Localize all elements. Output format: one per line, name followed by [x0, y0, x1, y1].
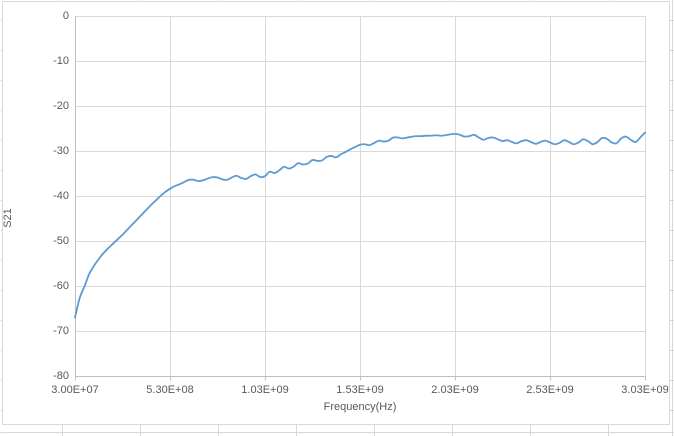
x-tick-label: 5.30E+08	[146, 384, 194, 396]
x-tick-label: 3.03E+09	[621, 384, 669, 396]
x-tick-label: 1.53E+09	[336, 384, 384, 396]
series-line-s21	[74, 131, 646, 319]
y-tick-label: -70	[53, 325, 69, 337]
chart-area[interactable]: 0 -10 -20 -30 -40 -50 -60 -70 -80 3.00E+07 5.30E+…	[2, 1, 670, 425]
y-axis-title: S21	[2, 208, 14, 228]
y-tick-label: 0	[62, 10, 69, 22]
x-axis-title: Frequency(Hz)	[323, 401, 397, 413]
y-tick-label: -80	[53, 370, 69, 382]
x-tick-label: 2.03E+09	[431, 384, 479, 396]
y-tick-label: -20	[53, 100, 69, 112]
y-tick-label: -30	[53, 145, 69, 157]
y-tick-label: -50	[53, 235, 69, 247]
x-tick-label: 3.00E+07	[51, 384, 99, 396]
x-tick-label: 1.03E+09	[241, 384, 289, 396]
s21-line-plot	[74, 16, 646, 381]
y-tick-label: -10	[53, 55, 69, 67]
y-tick-label: -40	[53, 190, 69, 202]
x-tick-label: 2.53E+09	[526, 384, 574, 396]
y-tick-label: -60	[53, 280, 69, 292]
